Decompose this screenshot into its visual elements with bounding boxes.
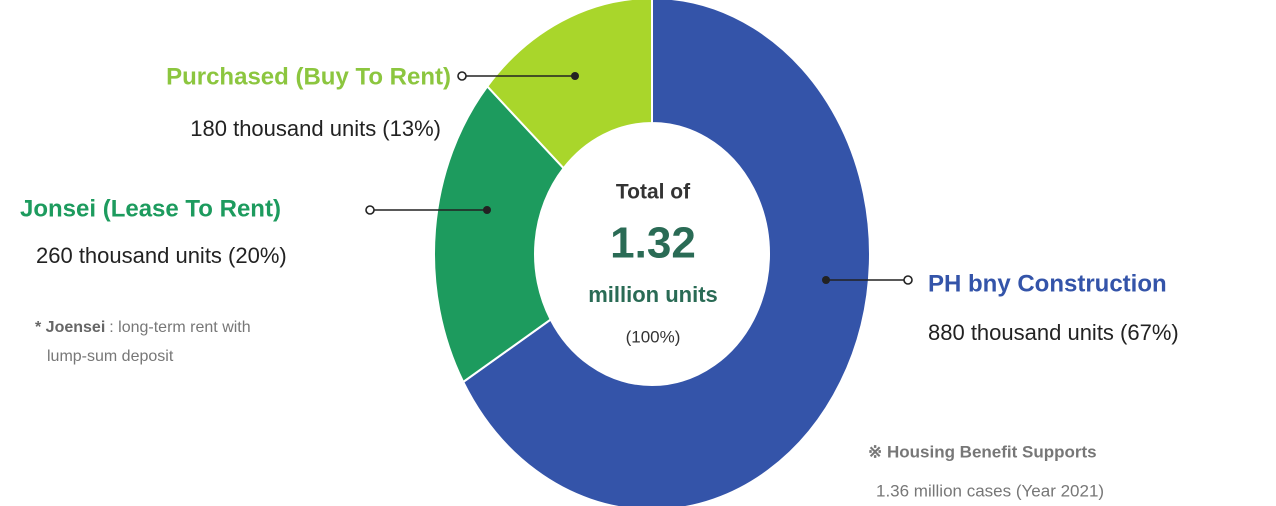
- note-line: lump-sum deposit: [47, 348, 174, 365]
- footnote-text: 1.36 million cases (Year 2021): [876, 481, 1104, 500]
- slice: [433, 84, 565, 384]
- slice: [461, 0, 871, 506]
- note: * Joensei: long-term rent with: [35, 319, 251, 336]
- value-label: 180 thousand units (13%): [190, 116, 441, 141]
- donut: [433, 0, 871, 506]
- value-label: 260 thousand units (20%): [36, 243, 287, 268]
- center-share: (100%): [626, 327, 681, 346]
- footnote-title: ※ Housing Benefit Supports: [868, 442, 1097, 461]
- center-caption: Total of: [616, 181, 691, 204]
- slice-name: Purchased (Buy To Rent): [166, 63, 451, 90]
- slice-name: Jonsei (Lease To Rent): [20, 195, 281, 222]
- slice-name: PH bny Construction: [928, 270, 1167, 297]
- center-total: 1.32: [610, 219, 696, 268]
- leader-dot: [483, 206, 491, 214]
- center-unit: million units: [588, 282, 718, 307]
- slice: [485, 0, 653, 170]
- value-label: 880 thousand units (67%): [928, 320, 1179, 345]
- leader-end: [365, 205, 375, 215]
- note-term: * Joensei: [35, 319, 105, 336]
- leader-dot: [822, 276, 830, 284]
- leader-dot: [571, 72, 579, 80]
- note-line: : long-term rent with: [109, 319, 250, 336]
- leader-end: [903, 275, 913, 285]
- leader-end: [457, 71, 467, 81]
